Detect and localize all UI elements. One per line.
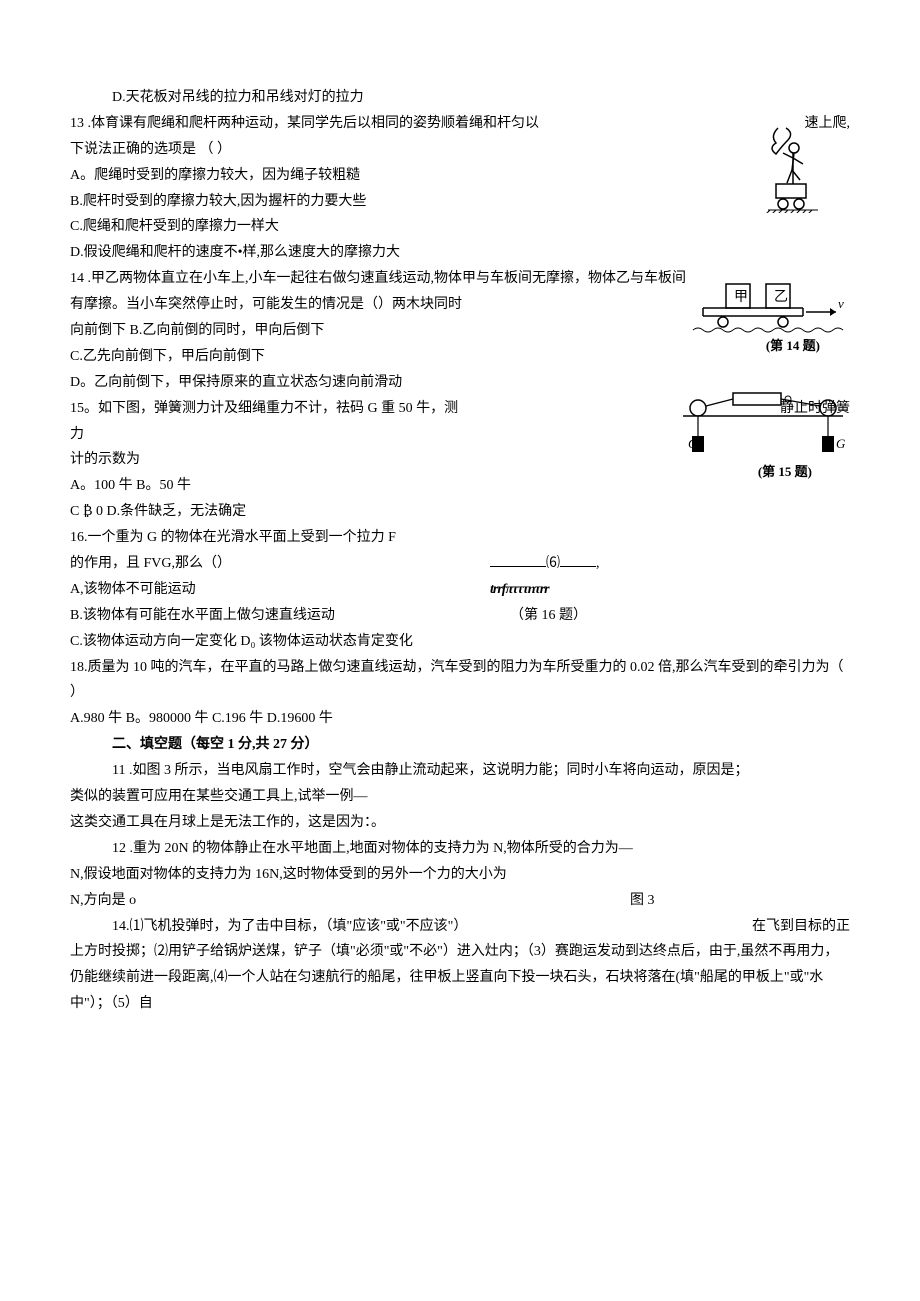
q16-b-text: B.该物体有可能在水平面上做匀速直线运动	[70, 608, 335, 623]
svg-text:甲: 甲	[734, 290, 748, 305]
q15-option-ab: A。100 牛 B。50 牛	[70, 473, 850, 499]
q16-option-a: A,该物体不可能运动 trrfπτττnτrr	[70, 577, 850, 603]
q16-option-cd: C.该物体运动方向一定变化 D₀ 该物体运动状态肯定变化	[70, 629, 850, 655]
q18-stem: 18.质量为 10 吨的汽车，在平直的马路上做匀速直线运劫，汽车受到的阻力为车所…	[70, 655, 850, 707]
q15-stem1a: 15。如下图，弹簧测力计及细绳重力不计，祛码 G 重 50 牛，测	[70, 401, 458, 416]
svg-text:v: v	[838, 296, 844, 311]
cart-svg: 甲 乙 v	[688, 280, 848, 338]
q16-fig-line1: ⑹ ,⑹,	[490, 551, 600, 577]
q13-stem1-text: 13 .体育课有爬绳和爬杆两种运动，某同学先后以相同的姿势顺着绳和杆匀以	[70, 116, 539, 131]
fq14-line1: 14.⑴飞机投弹时，为了击中目标，（填"应该"或"不应该"） 在飞到目标的正	[70, 914, 850, 940]
q13-option-b: B.爬杆时受到的摩擦力较大,因为握杆的力要大些	[70, 189, 850, 215]
fq12-l3b: 图 3	[630, 888, 655, 914]
fq11-line2: 类似的装置可应用在某些交通工具上,试举一例—	[70, 784, 850, 810]
svg-text:G: G	[836, 436, 846, 451]
q16-stem2-text: 的作用，且 FVG,那么（）	[70, 556, 231, 571]
section-2-title: 二、填空题（每空 1 分,共 27 分）	[70, 732, 850, 758]
q13-option-c: C.爬绳和爬杆受到的摩擦力一样大	[70, 214, 850, 240]
q16-stem-line2: 的作用，且 FVG,那么（） ⑹ ,⑹,	[70, 551, 850, 577]
svg-text:G: G	[688, 436, 698, 451]
fq11-line3: 这类交通工具在月球上是无法工作的，这是因为：。	[70, 810, 850, 836]
q13-option-a: A。爬绳时受到的摩擦力较大，因为绳子较粗糙	[70, 163, 850, 189]
q16-fig-label: （第 16 题）	[510, 603, 587, 629]
q12-option-d: D.天花板对吊线的拉力和吊线对灯的拉力	[70, 85, 850, 111]
fq14-l1b: 在飞到目标的正	[752, 914, 850, 940]
fq12-l3a: N,方向是 o	[70, 893, 136, 908]
q16-option-b: B.该物体有可能在水平面上做匀速直线运动 （第 16 题）	[70, 603, 850, 629]
svg-text:乙: 乙	[774, 289, 788, 305]
q15-stem1b: 静止时弹簧	[780, 396, 850, 422]
q13-stem-line1: 13 .体育课有爬绳和爬杆两种运动，某同学先后以相同的姿势顺着绳和杆匀以 速上爬…	[70, 111, 850, 137]
fq12-line2: N,假设地面对物体的支持力为 16N,这时物体受到的另外一个力的大小为	[70, 862, 850, 888]
fq12-line3: N,方向是 o 图 3	[70, 888, 850, 914]
q16-stem-line1: 16.一个重为 G 的物体在光滑水平面上受到一个拉力 F	[70, 525, 850, 551]
q13-stem-line2: 下说法正确的选项是 （ ）	[70, 137, 850, 163]
figure-q15-label: (第 15 题)	[758, 460, 812, 484]
figure-q14: 甲 乙 v	[688, 280, 848, 338]
fq14-l1a: 14.⑴飞机投弹时，为了击中目标，（填"应该"或"不应该"）	[112, 919, 467, 934]
q16-a-text: A,该物体不可能运动	[70, 582, 196, 597]
q18-options: A.980 牛 B。980000 牛 C.196 牛 D.19600 牛	[70, 706, 850, 732]
fq12-line1: 12 .重为 20N 的物体静止在水平地面上,地面对物体的支持力为 N,物体所受…	[70, 836, 850, 862]
q13-stem1-tail: 速上爬,	[805, 111, 851, 137]
q15-option-cd: C ₿ 0 D.条件缺乏，无法确定	[70, 499, 850, 525]
fq14-line2: 上方时投掷；⑵用铲子给锅炉送煤，铲子（填"必须"或"不必"）进入灶内；（3）赛跑…	[70, 939, 850, 1017]
fq11-line1: 11 .如图 3 所示，当电风扇工作时，空气会由静止流动起来，这说明力能；同时小…	[70, 758, 850, 784]
q13-option-d: D.假设爬绳和爬杆的速度不•样,那么速度大的摩擦力大	[70, 240, 850, 266]
q16-fig-line2: trrfπτττnτrr	[490, 577, 549, 603]
figure-q14-label: (第 14 题)	[766, 334, 820, 358]
q14-option-c: C.乙先向前倒下，甲后向前倒下	[70, 344, 850, 370]
q15-stem-line1: 15。如下图，弹簧测力计及细绳重力不计，祛码 G 重 50 牛，测 静止时弹簧	[70, 396, 850, 422]
